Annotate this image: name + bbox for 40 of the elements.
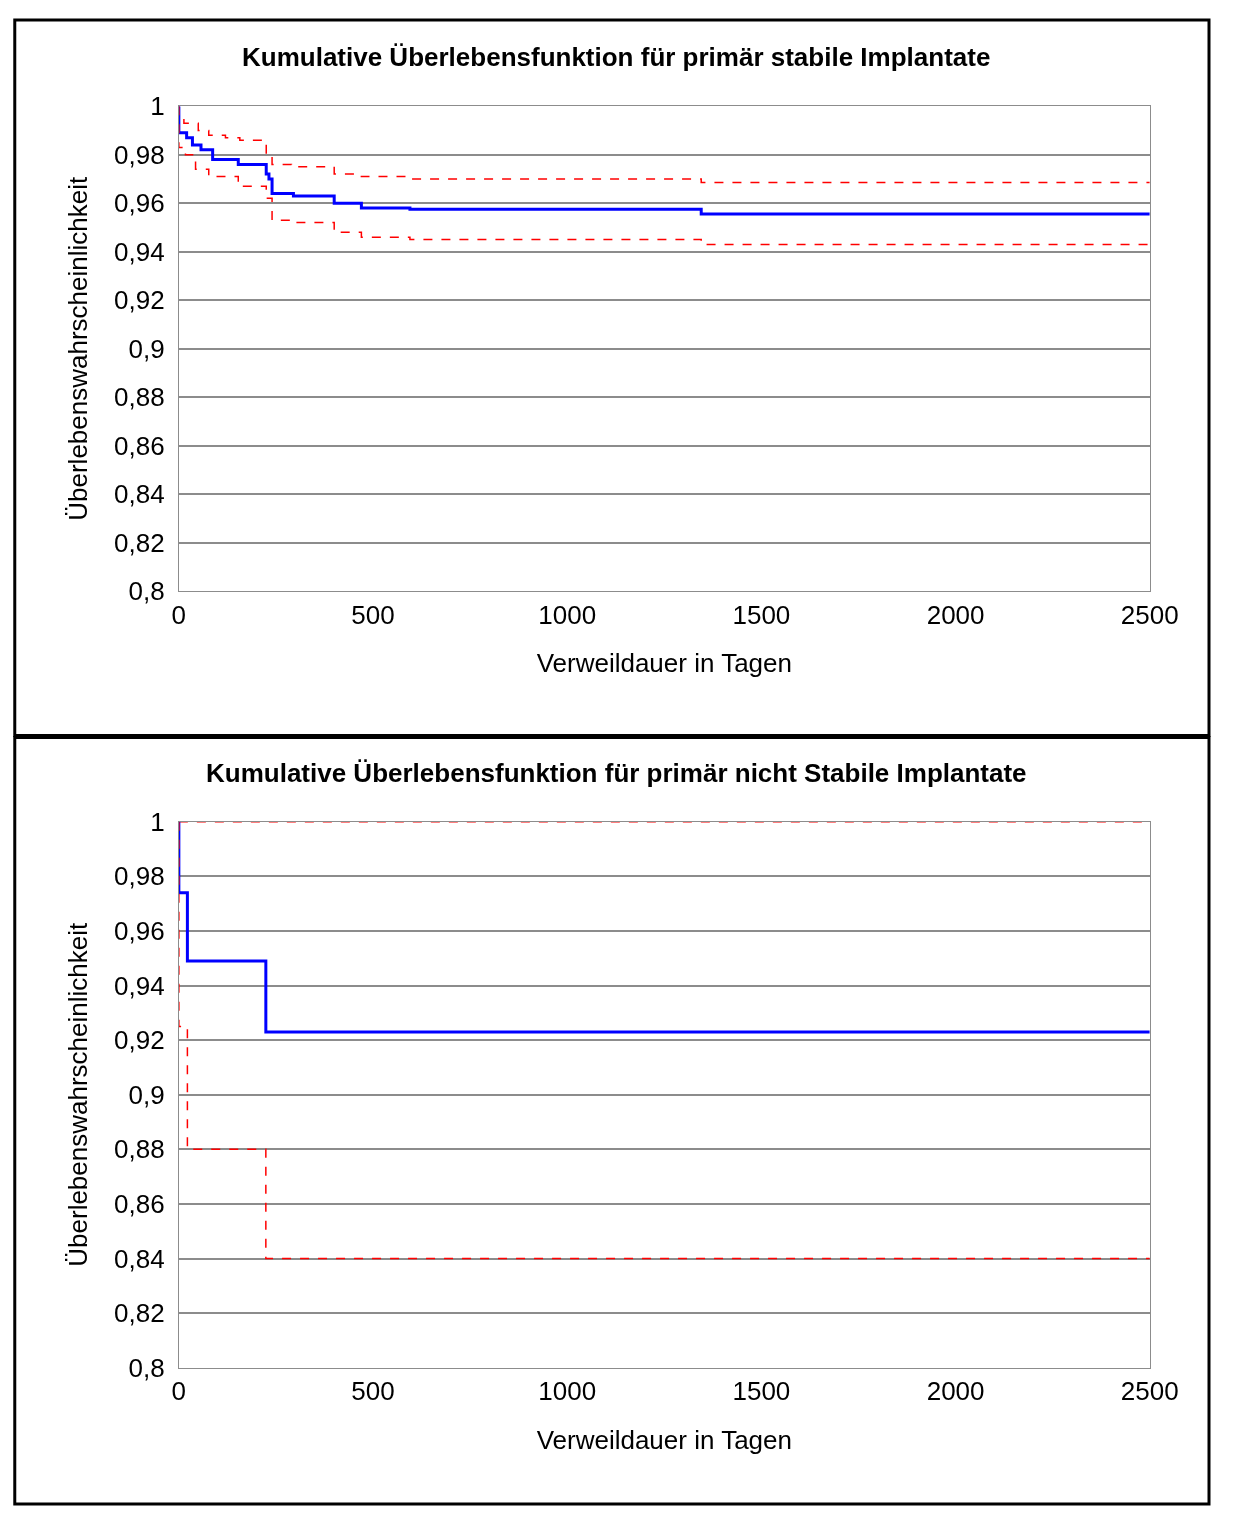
y-tick-label: 0,86 — [114, 1189, 165, 1220]
y-tick-label: 0,94 — [114, 236, 165, 267]
y-tick-label: 0,88 — [114, 1134, 165, 1165]
y-tick-label: 1 — [150, 91, 165, 122]
y-tick-label: 0,8 — [128, 1352, 165, 1383]
chart-title: Kumulative Überlebensfunktion für primär nicht Stabile Implantate — [206, 758, 1027, 788]
x-tick-label: 1500 — [732, 599, 791, 630]
y-tick-label: 0,94 — [114, 970, 165, 1001]
x-tick-label: 1000 — [538, 1375, 597, 1406]
y-tick-label: 0,92 — [114, 285, 165, 316]
y-tick-label: 0,98 — [114, 861, 165, 892]
y-tick-label: 0,82 — [114, 1298, 165, 1329]
x-tick-label: 500 — [351, 599, 395, 630]
x-tick-label: 2000 — [926, 599, 985, 630]
y-tick-label: 0,84 — [114, 479, 165, 510]
y-tick-label: 0,82 — [114, 527, 165, 558]
x-tick-label: 2500 — [1120, 599, 1179, 630]
y-axis-title: Überlebenswahrscheinlichkeit — [63, 922, 94, 1267]
chart-title: Kumulative Überlebensfunktion für primär stabile Implantate — [242, 42, 991, 72]
x-tick-label: 0 — [171, 1375, 187, 1406]
x-tick-label: 1000 — [538, 599, 597, 630]
x-axis-title: Verweildauer in Tagen — [536, 1424, 792, 1455]
y-tick-label: 0,88 — [114, 382, 165, 413]
x-axis-title: Verweildauer in Tagen — [536, 648, 792, 679]
y-tick-label: 1 — [150, 806, 165, 837]
y-axis-title: Überlebenswahrscheinlichkeit — [63, 176, 94, 521]
x-tick-label: 0 — [171, 599, 187, 630]
x-tick-label: 500 — [351, 1375, 395, 1406]
x-tick-label: 2000 — [926, 1375, 985, 1406]
y-tick-label: 0,9 — [128, 333, 165, 364]
y-tick-label: 0,84 — [114, 1243, 165, 1274]
y-tick-label: 0,8 — [128, 576, 165, 607]
y-tick-label: 0,9 — [128, 1079, 165, 1110]
x-tick-label: 2500 — [1120, 1375, 1179, 1406]
x-tick-label: 1500 — [732, 1375, 791, 1406]
y-tick-label: 0,96 — [114, 916, 165, 947]
y-tick-label: 0,86 — [114, 430, 165, 461]
y-tick-label: 0,96 — [114, 188, 165, 219]
y-tick-label: 0,92 — [114, 1025, 165, 1056]
y-tick-label: 0,98 — [114, 139, 165, 170]
